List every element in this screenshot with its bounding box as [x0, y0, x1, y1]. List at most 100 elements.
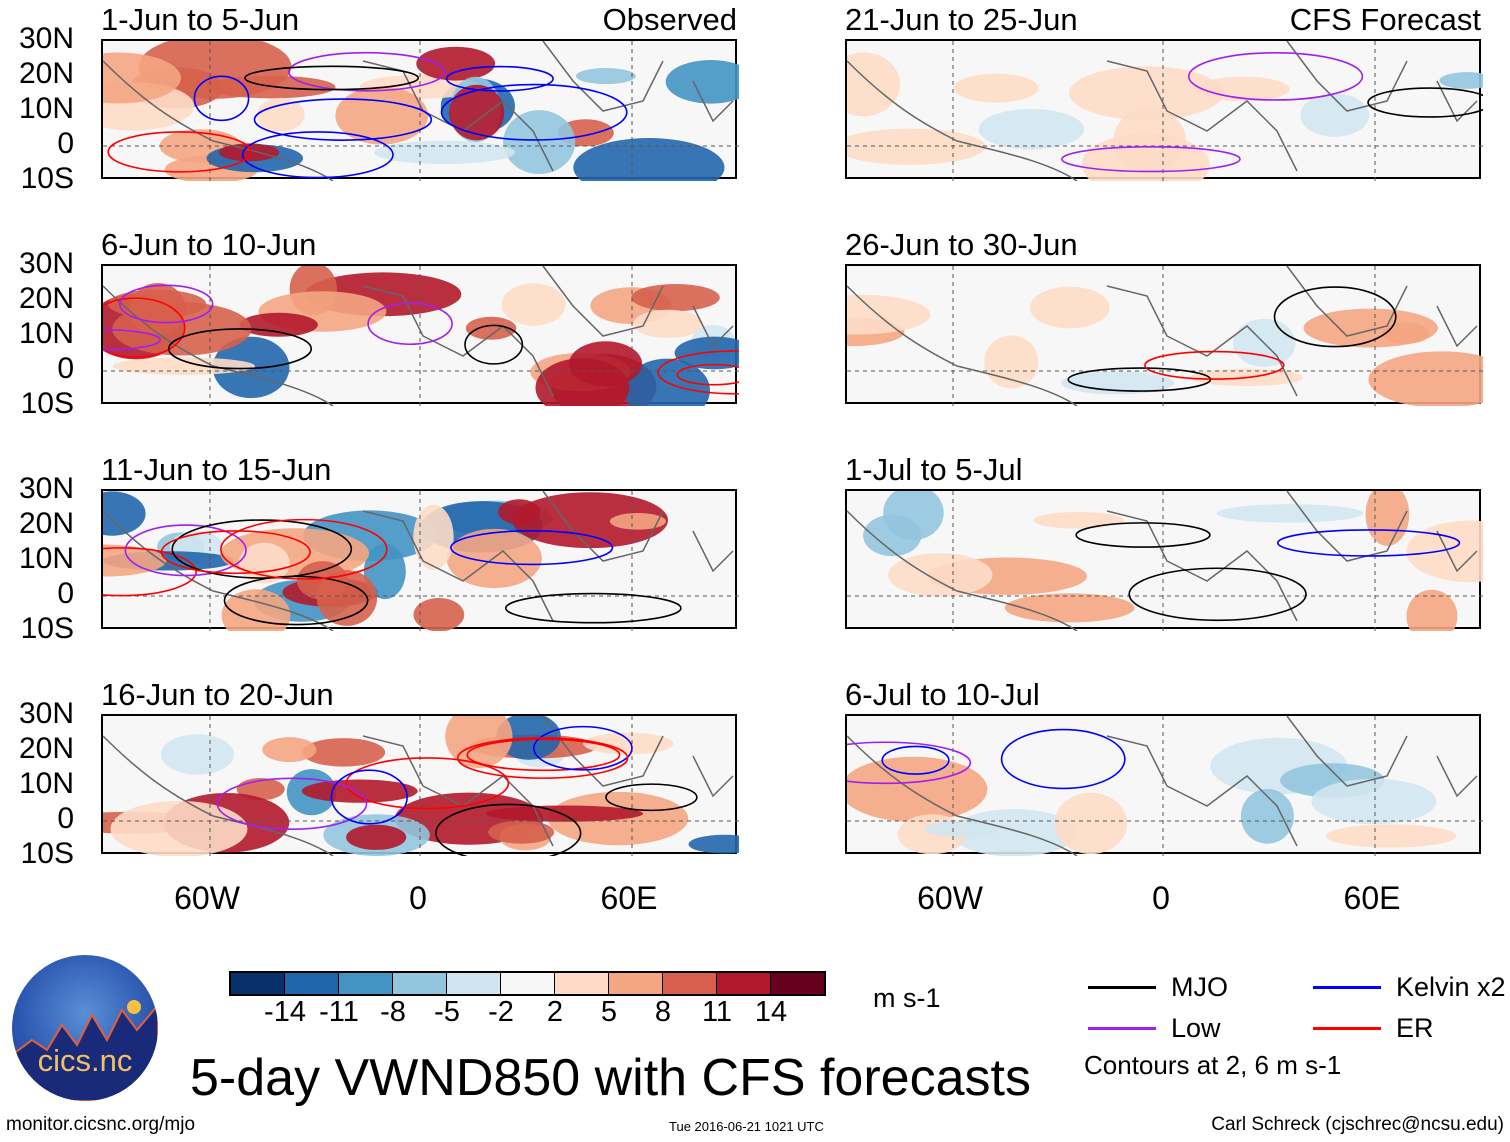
wave-contour [216, 777, 368, 831]
wind-anomaly-shading [1054, 792, 1128, 855]
lat-label: 20N [18, 282, 74, 315]
wave-contour [450, 530, 614, 566]
map-panel [845, 39, 1483, 181]
wave-contour [1187, 51, 1364, 101]
lat-label: 0 [57, 352, 74, 385]
legend-label: Kelvin x2 [1396, 972, 1506, 1002]
wind-anomaly-shading [888, 553, 993, 597]
colorbar-swatch [717, 973, 771, 994]
wind-anomaly-shading [1240, 789, 1294, 844]
colorbar-tick-label: 8 [654, 996, 672, 1028]
panel-title: 1-Jun to 5-Jun [101, 2, 300, 37]
wind-anomaly-shading [1303, 308, 1438, 348]
wind-anomaly-shading [924, 820, 999, 838]
colorbar-swatch [771, 973, 824, 994]
legend-label: ER [1396, 1013, 1434, 1043]
wave-contour [456, 737, 629, 779]
wind-anomaly-shading [583, 732, 674, 755]
wind-anomaly-shading [1113, 108, 1186, 174]
wind-anomaly-shading [110, 800, 248, 856]
map-panel [101, 264, 739, 406]
wind-anomaly-shading [847, 294, 931, 335]
cicsnc-logo: cics.nc [12, 955, 158, 1101]
colorbar-swatch [285, 973, 339, 994]
lat-label: 30N [18, 697, 74, 730]
legend-line [1088, 986, 1156, 989]
wind-anomaly-shading [498, 499, 541, 525]
panel-title: 21-Jun to 25-Jun [845, 2, 1078, 37]
wind-anomaly-shading [847, 756, 988, 822]
lat-label: 10N [18, 92, 74, 125]
map-panel [101, 39, 739, 181]
wind-anomaly-shading [847, 52, 901, 117]
map-panel [845, 714, 1483, 856]
timestamp: Tue 2016-06-21 1021 UTC [669, 1119, 824, 1134]
wind-anomaly-shading [160, 734, 234, 775]
wave-contour [103, 328, 161, 351]
wind-anomaly-shading [413, 597, 465, 631]
wave-contour [330, 769, 408, 825]
wind-anomaly-shading [951, 809, 1077, 856]
colorbar-tick-label: 2 [546, 996, 564, 1028]
lat-label: 10S [20, 837, 74, 870]
lon-label: 60W [174, 880, 240, 916]
wind-anomaly-shading [1004, 593, 1135, 623]
url-text[interactable]: monitor.cicsnc.org/mjo [6, 1114, 196, 1135]
wave-contour [345, 757, 510, 810]
wind-anomaly-shading [883, 491, 944, 540]
wind-anomaly-shading [416, 46, 496, 81]
wave-contour [657, 350, 739, 395]
wave-contour [847, 741, 972, 785]
map-panel [101, 714, 739, 856]
wind-anomaly-shading [633, 309, 703, 338]
wind-anomaly-shading [112, 357, 255, 375]
wave-contour [532, 725, 633, 771]
coastline [847, 491, 1478, 631]
contour-note: Contours at 2, 6 m s-1 [1084, 1050, 1342, 1080]
wave-contour [676, 363, 739, 386]
units-label: m s-1 [873, 983, 941, 1013]
wave-contour [253, 98, 433, 141]
wave-contour [445, 65, 554, 92]
panel-header: Observed [602, 2, 737, 37]
wave-contour [171, 519, 353, 579]
wave-contour [1367, 87, 1483, 118]
map-panel [845, 489, 1483, 631]
wind-anomaly-shading [501, 283, 566, 326]
colorbar [229, 971, 826, 996]
wind-anomaly-shading [374, 140, 516, 165]
wind-anomaly-shading [688, 834, 739, 854]
coastline [103, 266, 734, 406]
wave-contour [1075, 522, 1211, 548]
lat-label: 30N [18, 472, 74, 505]
wind-anomaly-shading [445, 716, 513, 768]
wind-anomaly-shading [1069, 66, 1224, 121]
logo-text: cics.nc [37, 1043, 133, 1078]
wave-contour [466, 738, 621, 772]
coastline [847, 716, 1478, 856]
wind-anomaly-shading [301, 738, 386, 767]
wave-contour [167, 328, 313, 370]
wave-contour [287, 51, 446, 92]
wave-contour [1061, 145, 1241, 173]
wind-anomaly-shading [1406, 520, 1483, 583]
coastline [847, 266, 1478, 406]
lat-label: 0 [57, 802, 74, 835]
panel-title: 26-Jun to 30-Jun [845, 227, 1078, 262]
wind-anomaly-shading [335, 86, 429, 145]
lat-label: 10N [18, 542, 74, 575]
legend-line [1088, 1027, 1156, 1030]
lat-label: 0 [57, 577, 74, 610]
wave-contour [464, 324, 524, 365]
wind-anomaly-shading [296, 561, 348, 600]
wind-anomaly-shading [1311, 778, 1437, 825]
wave-contour [1144, 350, 1285, 380]
wind-anomaly-shading [978, 108, 1084, 150]
wind-anomaly-shading [363, 543, 406, 600]
lat-label: 30N [18, 247, 74, 280]
colorbar-tick-label: -11 [319, 996, 359, 1028]
lat-label: 10S [20, 162, 74, 195]
wind-anomaly-shading [573, 138, 725, 181]
wind-anomaly-shading [1365, 491, 1410, 546]
wave-contour [124, 524, 247, 577]
